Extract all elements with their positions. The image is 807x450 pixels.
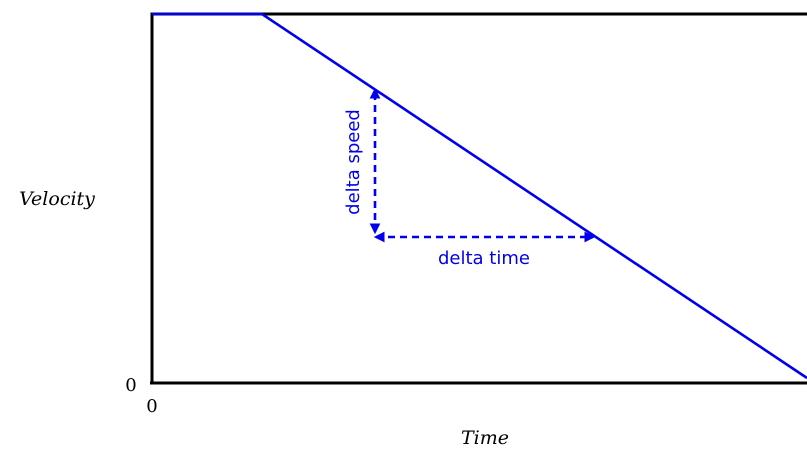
velocity-line bbox=[152, 12, 807, 380]
plot-frame bbox=[150, 12, 807, 383]
x-origin-tick-label: 0 bbox=[146, 396, 157, 417]
delta-time-label: delta time bbox=[438, 248, 530, 269]
y-axis-label: Velocity bbox=[19, 188, 95, 210]
y-origin-tick-label: 0 bbox=[125, 375, 136, 396]
delta-speed-label: delta speed bbox=[343, 109, 364, 215]
x-axis-label: Time bbox=[461, 427, 509, 449]
